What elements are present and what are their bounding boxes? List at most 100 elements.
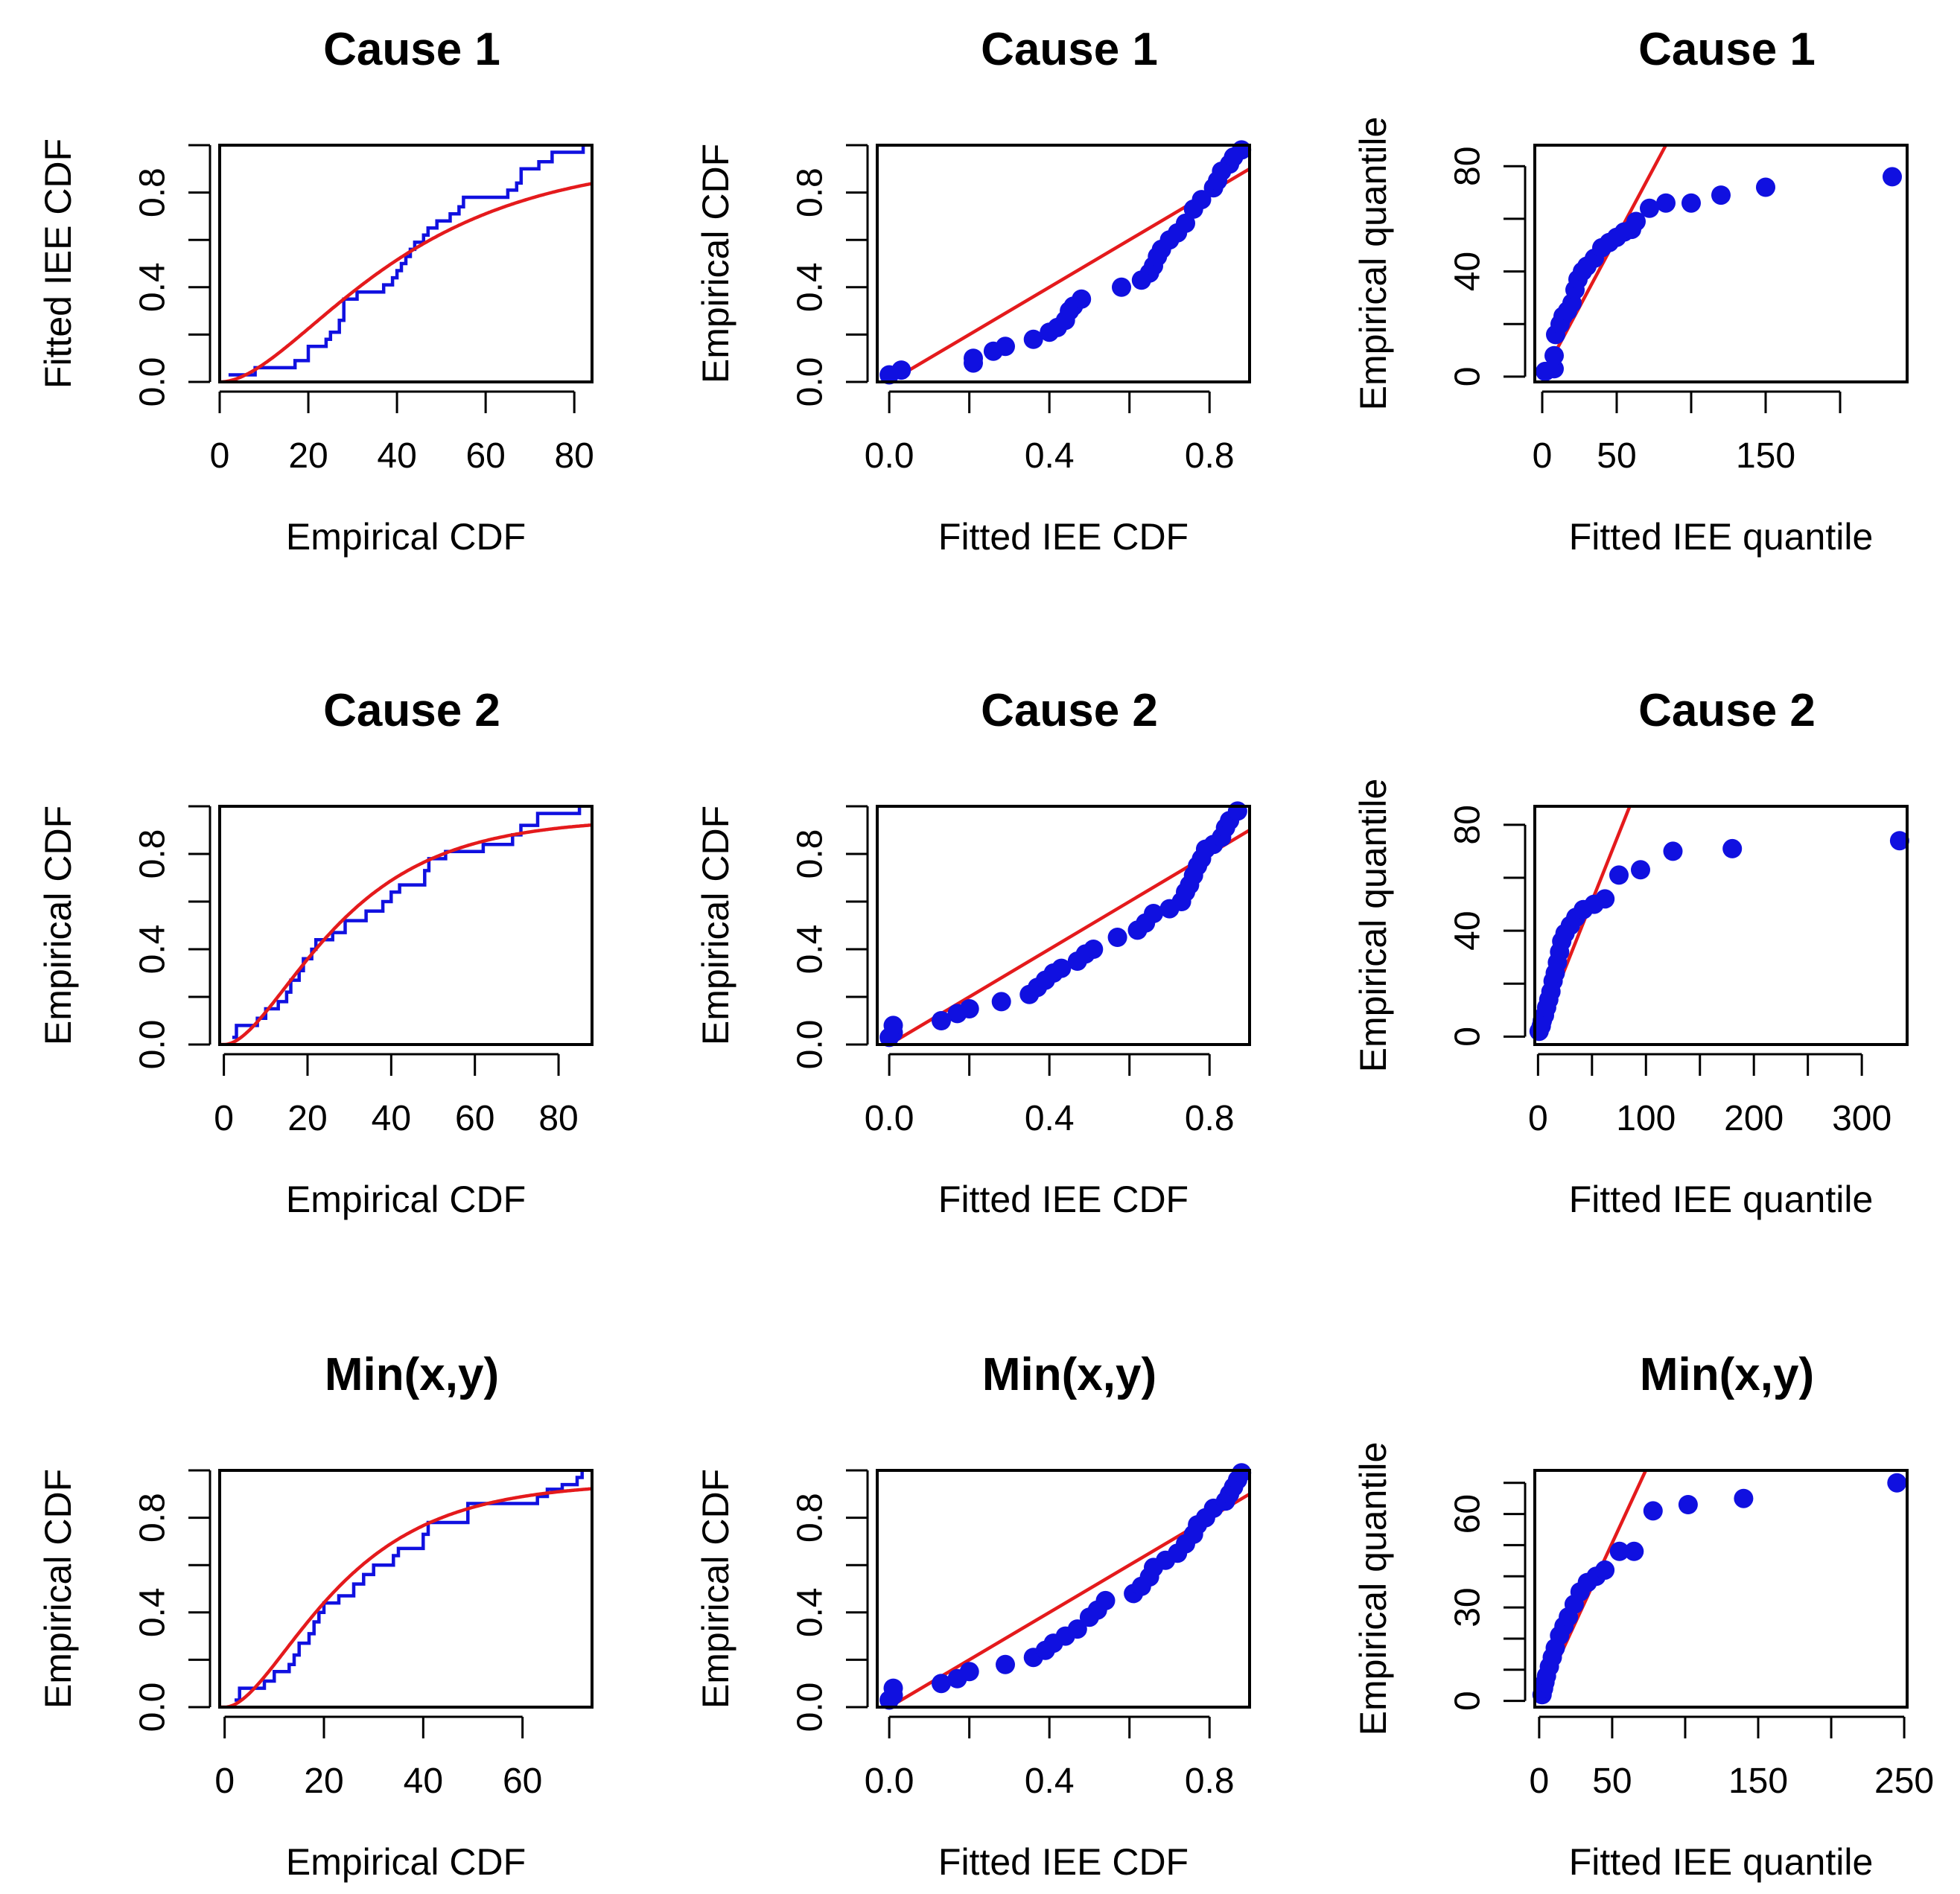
y-axis-label: Empirical quantile bbox=[1352, 779, 1394, 1073]
x-axis: 0.0 0.4 0.8 bbox=[865, 1715, 1235, 1801]
panel-cause1-qq: Cause 1 Fitted IEE quantile Empirical qu… bbox=[1352, 24, 1909, 558]
y-axis-label: Empirical CDF bbox=[37, 1469, 79, 1709]
y-axis-label: Empirical quantile bbox=[1352, 117, 1394, 411]
plot-frame bbox=[1533, 1469, 1909, 1709]
x-tick-label: 0.4 bbox=[1025, 1761, 1075, 1801]
data-point bbox=[1678, 1495, 1698, 1514]
panel-title: Min(x,y) bbox=[982, 1349, 1156, 1400]
data-point bbox=[891, 360, 911, 380]
plot-frame bbox=[876, 144, 1251, 383]
data-point bbox=[1609, 865, 1629, 885]
y-tick-label: 0.8 bbox=[791, 168, 830, 217]
data-point bbox=[1227, 801, 1247, 821]
x-axis-label: Fitted IEE quantile bbox=[1569, 1179, 1874, 1220]
y-tick-label: 0.8 bbox=[133, 1493, 173, 1543]
y-tick-label: 0 bbox=[1448, 1691, 1488, 1711]
data-point bbox=[1084, 940, 1104, 959]
x-tick-label: 20 bbox=[287, 1099, 327, 1138]
plot-frame bbox=[876, 1469, 1251, 1709]
y-axis: 0.0 0.4 0.8 bbox=[791, 1469, 869, 1732]
y-tick-label: 40 bbox=[1448, 911, 1488, 950]
x-tick-label: 60 bbox=[503, 1761, 542, 1801]
y-tick-label: 0.0 bbox=[791, 357, 830, 407]
x-axis: 0.0 0.4 0.8 bbox=[865, 390, 1235, 476]
data-point bbox=[1232, 1463, 1252, 1483]
panel-title: Cause 1 bbox=[981, 24, 1158, 75]
y-tick-label: 0.8 bbox=[791, 829, 830, 879]
x-tick-label: 20 bbox=[288, 436, 328, 476]
panel-title: Cause 2 bbox=[981, 685, 1158, 736]
panel-min-pp: Min(x,y) Fitted IEE CDF Empirical CDF 0.… bbox=[695, 1349, 1252, 1883]
x-axis: 0 50 150 bbox=[1533, 390, 1842, 476]
x-axis: 0 50 150 250 bbox=[1530, 1715, 1934, 1801]
plot-frame bbox=[218, 805, 594, 1046]
x-tick-label: 0.8 bbox=[1185, 1099, 1235, 1138]
data-point bbox=[1889, 831, 1909, 851]
x-axis-label: Fitted IEE CDF bbox=[938, 1841, 1189, 1883]
data-point bbox=[991, 992, 1011, 1012]
x-tick-label: 0.8 bbox=[1185, 1761, 1235, 1801]
panel-cause1-pp: Cause 1 Fitted IEE CDF Empirical CDF 0.0… bbox=[695, 24, 1252, 558]
y-tick-label: 60 bbox=[1448, 1494, 1488, 1534]
data-point bbox=[1051, 958, 1072, 978]
data-point bbox=[1144, 904, 1163, 923]
panel-cause2-cdf: Cause 2 Empirical CDF Empirical CDF 0 20 4… bbox=[37, 685, 594, 1220]
data-point bbox=[883, 1015, 903, 1036]
x-tick-label: 150 bbox=[1736, 436, 1795, 476]
y-tick-label: 0.0 bbox=[133, 1020, 173, 1070]
data-point bbox=[1112, 277, 1131, 297]
x-tick-label: 0.0 bbox=[865, 1761, 914, 1801]
y-tick-label: 0.8 bbox=[791, 1493, 830, 1543]
data-point bbox=[1887, 1473, 1907, 1493]
x-tick-label: 250 bbox=[1874, 1761, 1934, 1801]
y-axis: 0.0 0.4 0.8 bbox=[791, 144, 869, 407]
y-axis: 0.0 0.4 0.8 bbox=[133, 805, 211, 1070]
x-tick-label: 200 bbox=[1724, 1099, 1784, 1138]
x-tick-label: 80 bbox=[554, 436, 594, 476]
data-point bbox=[996, 337, 1015, 357]
data-point bbox=[1191, 190, 1212, 210]
data-point bbox=[1756, 177, 1775, 197]
x-axis: 0.0 0.4 0.8 bbox=[865, 1053, 1235, 1138]
plot-frame bbox=[218, 144, 594, 383]
data-point bbox=[1067, 1619, 1087, 1639]
data-point bbox=[1663, 841, 1683, 861]
panel-title: Min(x,y) bbox=[325, 1349, 499, 1400]
x-tick-label: 150 bbox=[1728, 1761, 1788, 1801]
data-point bbox=[1624, 1541, 1644, 1561]
x-tick-label: 50 bbox=[1597, 436, 1636, 476]
x-tick-label: 50 bbox=[1592, 1761, 1632, 1801]
data-point bbox=[883, 1678, 903, 1698]
y-axis-label: Empirical quantile bbox=[1352, 1442, 1394, 1736]
plot-area bbox=[220, 806, 592, 1045]
data-point bbox=[1023, 329, 1043, 349]
x-tick-label: 100 bbox=[1616, 1099, 1676, 1138]
y-tick-label: 0.8 bbox=[133, 829, 173, 879]
panel-cause2-pp: Cause 2 Fitted IEE CDF Empirical CDF 0.0… bbox=[695, 685, 1251, 1220]
y-tick-label: 80 bbox=[1448, 147, 1488, 186]
y-axis-label: Fitted IEE CDF bbox=[37, 138, 79, 389]
y-axis: 0.0 0.4 0.8 bbox=[133, 144, 211, 407]
x-tick-label: 0.0 bbox=[865, 1099, 914, 1138]
y-tick-label: 0.4 bbox=[133, 1587, 173, 1637]
x-axis-label: Fitted IEE CDF bbox=[938, 1179, 1189, 1220]
fitted-cdf-curve bbox=[220, 182, 592, 382]
data-point bbox=[1626, 211, 1646, 232]
y-tick-label: 0 bbox=[1448, 367, 1488, 387]
y-axis: 0 40 80 bbox=[1448, 805, 1527, 1047]
data-point bbox=[1631, 860, 1650, 880]
x-tick-label: 40 bbox=[404, 1761, 443, 1801]
y-axis-label: Empirical CDF bbox=[695, 1469, 736, 1709]
y-tick-label: 0.0 bbox=[133, 357, 173, 407]
plot-frame bbox=[1533, 144, 1909, 383]
y-tick-label: 0.4 bbox=[791, 925, 830, 975]
data-point bbox=[1734, 1488, 1754, 1508]
plot-frame bbox=[1533, 805, 1909, 1046]
panel-title: Min(x,y) bbox=[1640, 1349, 1814, 1400]
data-point bbox=[1722, 838, 1743, 858]
data-point bbox=[1595, 1560, 1615, 1580]
y-tick-label: 30 bbox=[1448, 1587, 1488, 1627]
y-axis-label: Empirical CDF bbox=[695, 144, 736, 383]
x-tick-label: 0 bbox=[1533, 436, 1553, 476]
